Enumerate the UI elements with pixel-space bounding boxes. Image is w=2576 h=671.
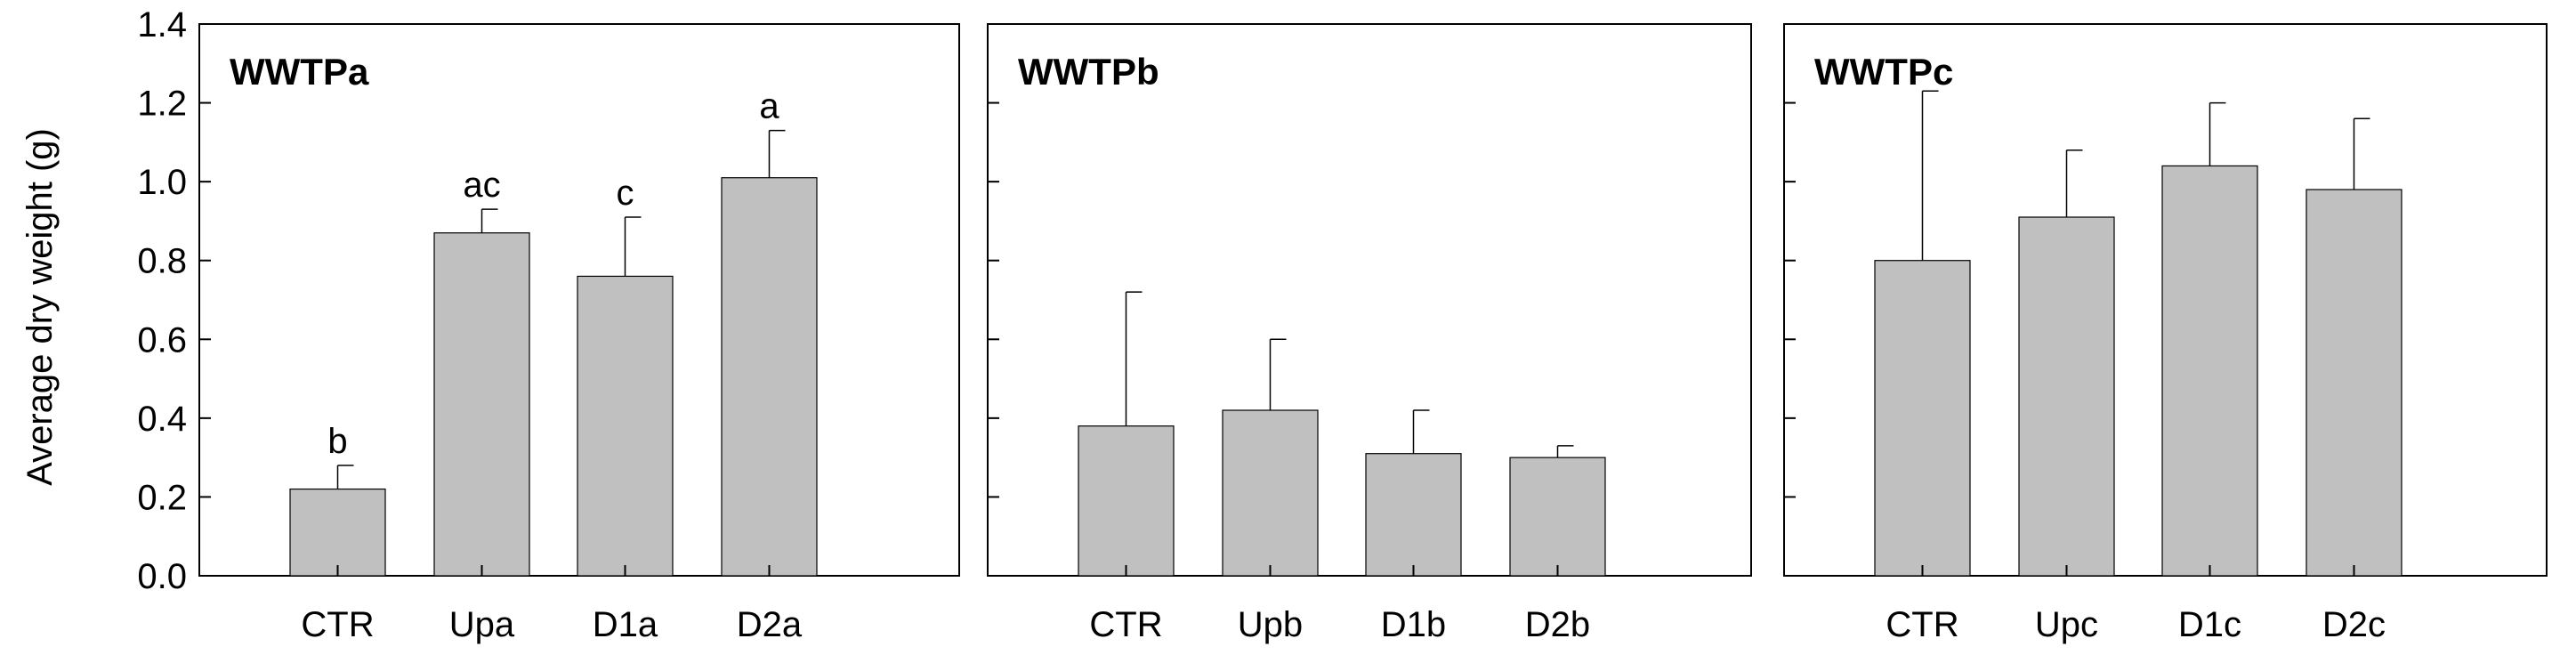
- bar-d1a: [577, 275, 674, 577]
- y-tick-label: 1.4: [137, 5, 187, 44]
- bar-d1c: [2161, 165, 2258, 577]
- y-tick-label: 1.0: [137, 163, 187, 202]
- x-tick-label: CTR: [1886, 605, 1958, 644]
- x-tick-label: D1c: [2178, 605, 2241, 644]
- bar-d2c: [2305, 189, 2402, 577]
- x-tick-label: CTR: [1089, 605, 1162, 644]
- x-tick-label: Upa: [449, 605, 515, 644]
- y-tick-label: 0.0: [137, 557, 187, 596]
- panel-3: WWTPc CTR Upc D1c D2c: [1783, 23, 2548, 644]
- bar-upa: [433, 232, 530, 577]
- y-tick-label: 0.8: [137, 242, 187, 281]
- bar-d1b: [1365, 453, 1462, 577]
- panel-1: 0.00.20.40.60.81.01.21.4WWTPaCTRbUpaacD1…: [137, 5, 960, 644]
- bar-ctr: [289, 488, 386, 577]
- chart-panels: 0.00.20.40.60.81.01.21.4WWTPaCTRbUpaacD1…: [137, 5, 2548, 644]
- panel-title: WWTPa: [230, 51, 369, 93]
- significance-label: ac: [463, 166, 500, 205]
- significance-label: a: [759, 87, 779, 126]
- panel-2: WWTPb CTR Upb D1b D2b: [987, 23, 1752, 644]
- bar-ctr: [1078, 425, 1175, 577]
- x-tick-label: D2a: [737, 605, 803, 644]
- bar-ctr: [1874, 260, 1971, 577]
- x-tick-label: D1a: [593, 605, 658, 644]
- significance-label: b: [327, 422, 347, 461]
- y-tick-label: 0.2: [137, 478, 187, 517]
- x-tick-label: CTR: [301, 605, 374, 644]
- y-tick-label: 0.4: [137, 400, 187, 439]
- bar-d2b: [1509, 457, 1606, 577]
- x-tick-label: D2b: [1525, 605, 1590, 644]
- y-axis-label: Average dry weight (g): [20, 128, 60, 486]
- panel-title: WWTPb: [1018, 51, 1159, 93]
- x-tick-label: D1b: [1381, 605, 1446, 644]
- bar-d2a: [721, 177, 818, 577]
- y-tick-label: 0.6: [137, 320, 187, 360]
- significance-label: c: [617, 174, 634, 213]
- panel-title: WWTPc: [1814, 51, 1953, 93]
- x-tick-label: Upc: [2035, 605, 2098, 644]
- x-tick-label: D2c: [2322, 605, 2386, 644]
- x-tick-label: Upb: [1238, 605, 1303, 644]
- y-tick-label: 1.2: [137, 85, 187, 124]
- bar-upc: [2018, 216, 2115, 577]
- bar-upb: [1222, 409, 1319, 577]
